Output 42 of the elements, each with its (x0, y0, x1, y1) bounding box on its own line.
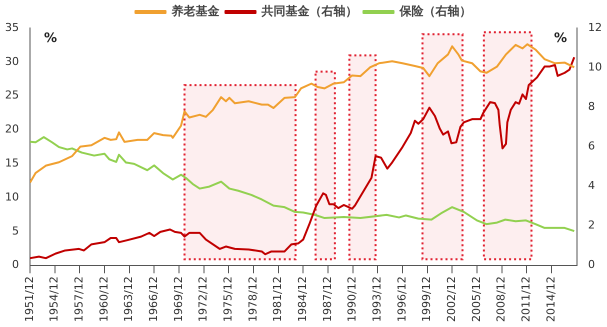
x-tick-label: 1969/12 (172, 276, 185, 322)
y-tick-label: 25 (4, 88, 19, 102)
x-tick-label: 2002/12 (445, 276, 458, 322)
x-tick-label: 1999/12 (420, 276, 434, 322)
y-tick-label: 10 (4, 190, 19, 204)
x-tick-label: 1951/12 (22, 276, 36, 322)
y-tick-label: 5 (12, 224, 19, 238)
x-tick-label: 1957/12 (72, 276, 86, 322)
x-tick-label: 1987/12 (320, 276, 334, 322)
y-tick-label: 35 (4, 20, 19, 34)
x-tick-label: 1990/12 (346, 276, 359, 322)
x-tick-label: 1963/12 (122, 276, 136, 322)
legend-label: 共同基金（右轴） (260, 4, 358, 18)
x-tick-label: 1975/12 (222, 276, 235, 322)
y2-tick-label: 6 (588, 140, 596, 153)
x-tick-label: 1981/12 (271, 276, 284, 322)
x-tick-label: 1996/12 (395, 276, 408, 322)
x-tick-label: 2011/12 (520, 276, 533, 322)
y2-tick-label: 8 (588, 100, 596, 113)
x-tick-label: 2008/12 (494, 276, 508, 322)
x-tick-label: 1984/12 (296, 276, 310, 322)
x-tick-label: 2005/12 (470, 276, 483, 322)
x-tick-label: 1954/12 (48, 276, 61, 322)
legend-label: 养老基金 (170, 4, 220, 18)
y-tick-label: 15 (4, 156, 19, 170)
legend-label: 保险（右轴） (398, 4, 472, 18)
x-tick-label: 1966/12 (147, 276, 160, 322)
y2-tick-label: 4 (588, 179, 596, 192)
y2-tick-label: 2 (588, 218, 596, 232)
y-axis-title: % (44, 30, 58, 46)
y-tick-label: 0 (12, 258, 19, 272)
y-tick-label: 30 (4, 54, 19, 68)
y2-tick-label: 10 (588, 60, 602, 74)
x-tick-label: 1978/12 (246, 276, 260, 322)
y2-tick-label: 12 (588, 20, 602, 34)
y2-tick-label: 0 (588, 258, 596, 272)
y2-axis-title: % (554, 30, 568, 46)
x-tick-label: 2014/12 (544, 276, 558, 322)
x-tick-label: 1960/12 (97, 276, 110, 322)
y-tick-label: 20 (4, 122, 19, 136)
x-tick-label: 1993/12 (370, 276, 384, 322)
x-tick-label: 1972/12 (196, 276, 210, 322)
